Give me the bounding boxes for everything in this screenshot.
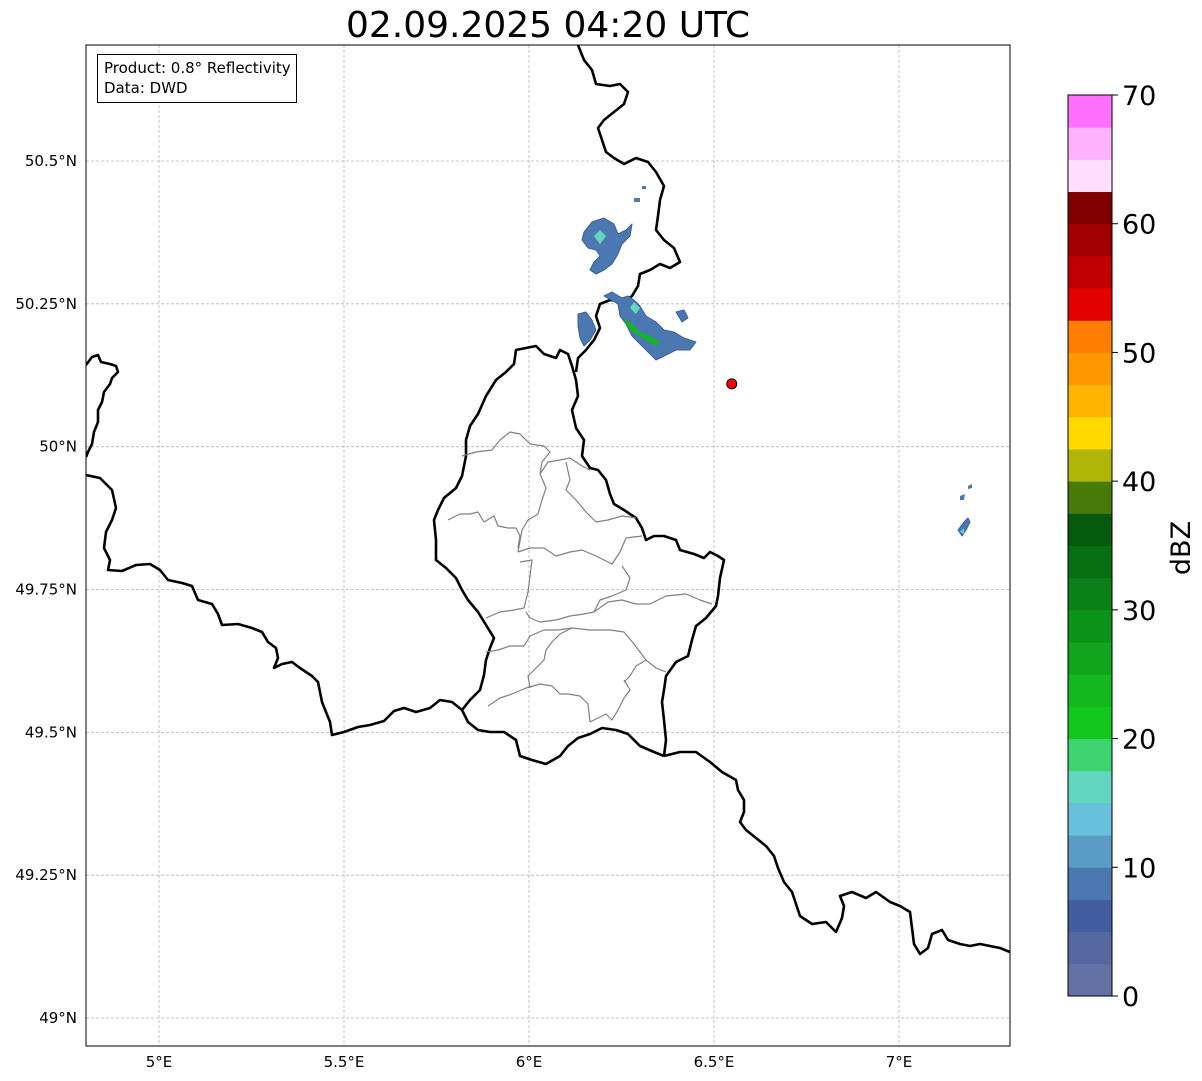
colorbar-tick-label: 0	[1122, 982, 1139, 1013]
y-tick-label: 49.25°N	[15, 866, 77, 884]
echo-cluster-east-2	[960, 494, 965, 500]
colorbar-segment	[1068, 513, 1112, 546]
echo-cluster-north-1	[581, 217, 633, 275]
colorbar-segment	[1068, 288, 1112, 321]
colorbar-segment	[1068, 802, 1112, 836]
echo-cluster-north-3	[577, 311, 597, 347]
colorbar-label: dBZ	[1166, 521, 1197, 575]
colorbar-tick-label: 60	[1122, 210, 1156, 241]
colorbar-tick-label: 40	[1122, 467, 1156, 498]
border-belgium-france	[86, 473, 463, 737]
border-luxembourg	[432, 344, 726, 757]
colorbar-tick-label: 20	[1122, 725, 1156, 756]
colorbar	[1068, 95, 1112, 997]
colorbar-segment	[1068, 191, 1112, 225]
radar-echoes	[577, 186, 972, 537]
colorbar-tick-label: 70	[1122, 81, 1156, 112]
border-belgium-germany-north	[574, 45, 682, 373]
colorbar-segment	[1068, 320, 1112, 353]
colorbar-segment	[1068, 674, 1112, 707]
echo-cluster-north-4	[675, 309, 689, 323]
echo-cluster-north-2	[603, 291, 697, 361]
map-title: 02.09.2025 04:20 UTC	[345, 5, 751, 46]
y-tick-labels: 49°N 49.25°N 49.5°N 49.75°N 50°N 50.25°N 50.5°…	[15, 152, 77, 1027]
y-tick-label: 49.5°N	[25, 723, 77, 741]
echo-core-north-2	[624, 318, 660, 346]
colorbar-segment	[1068, 352, 1112, 386]
colorbar-segment	[1068, 770, 1112, 804]
x-tick-labels: 5°E 5.5°E 6°E 6.5°E 7°E	[146, 1053, 913, 1071]
colorbar-segment	[1068, 577, 1112, 611]
colorbar-segment	[1068, 223, 1112, 257]
colorbar-tick-label: 50	[1122, 338, 1156, 369]
colorbar-segment	[1068, 481, 1112, 514]
colorbar-frame	[1067, 94, 1113, 997]
colorbar-ticks: 0 10 20 30 40 50 60 70	[1112, 81, 1156, 1013]
colorbar-segment	[1068, 706, 1112, 740]
colorbar-tick-label: 10	[1122, 853, 1156, 884]
colorbar-segment	[1068, 867, 1112, 900]
colorbar-segment	[1068, 95, 1112, 128]
border-france-germany	[663, 750, 1010, 956]
colorbar-segment	[1068, 738, 1112, 772]
data-source-label: Data: DWD	[104, 79, 188, 97]
x-tick-label: 6.5°E	[694, 1053, 735, 1071]
x-tick-label: 6°E	[516, 1053, 543, 1071]
map-background	[86, 45, 1010, 1046]
colorbar-segment	[1068, 159, 1112, 193]
colorbar-tick-label: 30	[1122, 596, 1156, 627]
echo-core-north-2b	[630, 302, 640, 314]
radar-site-marker	[726, 378, 738, 390]
echo-cluster-east-3	[968, 484, 972, 489]
colorbar-segment	[1068, 384, 1112, 418]
x-tick-label: 7°E	[886, 1053, 913, 1071]
map-frame	[85, 44, 1011, 1047]
product-info-box: Product: 0.8° Reflectivity Data: DWD	[97, 54, 297, 103]
gridlines	[86, 45, 1010, 1046]
colorbar-segment	[1068, 255, 1112, 289]
y-tick-label: 50.5°N	[25, 152, 77, 170]
colorbar-segment	[1068, 448, 1112, 482]
y-tick-label: 49°N	[39, 1009, 77, 1027]
y-tick-label: 49.75°N	[15, 580, 77, 598]
colorbar-segment	[1068, 416, 1112, 450]
border-france-luxembourg-south	[460, 709, 665, 766]
colorbar-segment	[1068, 642, 1112, 675]
colorbar-segment	[1068, 545, 1112, 579]
colorbar-segment	[1068, 609, 1112, 643]
district-borders	[447, 431, 713, 723]
echo-cluster-north-5	[634, 198, 640, 202]
colorbar-segment	[1068, 931, 1112, 965]
echo-core-north-1	[594, 230, 606, 244]
product-label: Product: 0.8° Reflectivity	[104, 59, 291, 77]
country-borders	[86, 45, 1010, 956]
echo-core-east	[960, 528, 964, 534]
x-tick-label: 5°E	[146, 1053, 173, 1071]
echo-cluster-north-6	[642, 186, 646, 189]
x-tick-label: 5.5°E	[324, 1053, 365, 1071]
y-tick-label: 50.25°N	[15, 295, 77, 313]
colorbar-segment	[1068, 899, 1112, 933]
colorbar-segment	[1068, 127, 1112, 160]
colorbar-segment	[1068, 835, 1112, 868]
y-tick-label: 50°N	[39, 438, 77, 456]
border-belgium-netherlands-west	[86, 353, 120, 458]
colorbar-segment	[1068, 963, 1112, 997]
